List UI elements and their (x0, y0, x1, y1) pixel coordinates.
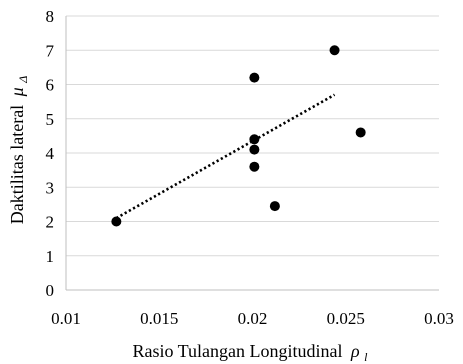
y-tick-label: 0 (46, 281, 55, 300)
x-tick-label: 0.01 (51, 309, 81, 328)
data-point (355, 127, 366, 138)
y-tick-label: 8 (46, 7, 55, 26)
data-point (249, 134, 260, 145)
x-axis-symbol: ρ (350, 341, 360, 361)
data-point (249, 161, 260, 172)
y-axis-subscript: Δ (16, 76, 30, 84)
data-point (269, 201, 280, 212)
y-tick-label: 3 (46, 178, 55, 197)
data-point (249, 72, 260, 83)
axes (65, 16, 439, 291)
x-tick-label: 0.03 (424, 309, 454, 328)
y-axis-label: Daktilitas lateral (7, 105, 27, 224)
tick-labels: 0 1 2 3 4 5 6 7 8 0.01 0.015 0.02 0.025 0.03 (46, 7, 454, 328)
data-point (249, 144, 260, 155)
y-tick-label: 7 (46, 41, 55, 60)
y-tick-label: 5 (46, 110, 55, 129)
y-tick-label: 1 (46, 247, 55, 266)
x-axis-title: Rasio Tulangan Longitudinal ρ l (133, 341, 369, 364)
trendline-group (115, 93, 336, 220)
grid-lines (66, 15, 439, 257)
y-tick-label: 6 (46, 76, 55, 95)
y-tick-label: 4 (46, 144, 55, 163)
x-tick-label: 0.015 (140, 309, 178, 328)
data-point (111, 216, 122, 227)
x-tick-label: 0.02 (238, 309, 268, 328)
data-point (329, 45, 340, 56)
y-axis-title: Daktilitas lateral μ Δ (7, 76, 30, 225)
x-tick-label: 0.025 (327, 309, 365, 328)
y-axis-symbol: μ (7, 87, 27, 97)
x-axis-subscript: l (364, 350, 368, 364)
y-tick-label: 2 (46, 213, 55, 232)
data-points (111, 45, 366, 227)
x-axis-label: Rasio Tulangan Longitudinal (133, 341, 343, 361)
trendline (115, 93, 336, 220)
